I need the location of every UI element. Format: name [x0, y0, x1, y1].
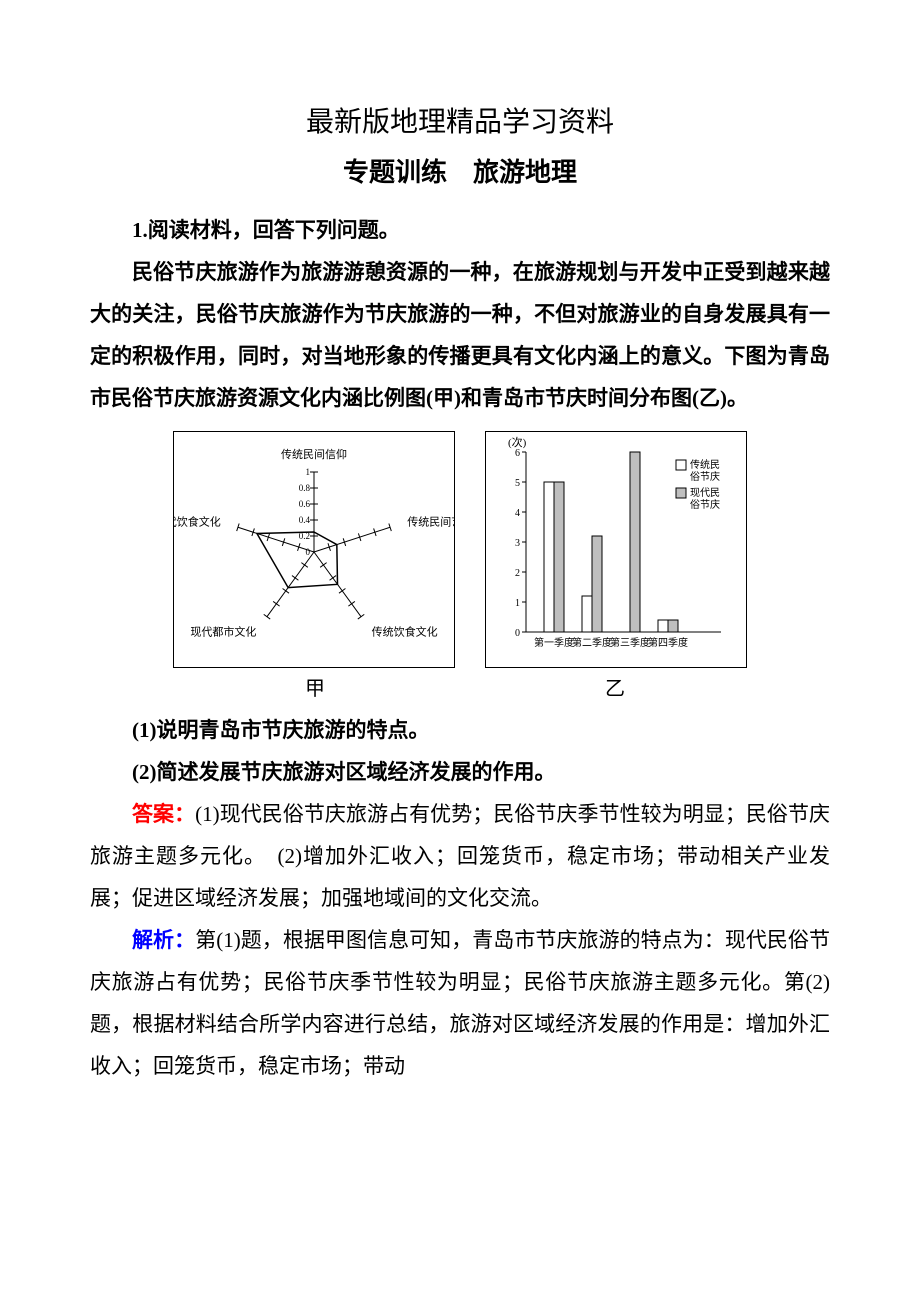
svg-text:1: 1 [306, 467, 311, 477]
svg-text:3: 3 [515, 538, 520, 549]
sub-title: 专题训练 旅游地理 [90, 152, 830, 189]
svg-text:俗节庆: 俗节庆 [690, 470, 720, 483]
answer-text: (1)现代民俗节庆旅游占有优势；民俗节庆季节性较为明显；民俗节庆旅游主题多元化。… [90, 802, 830, 910]
svg-text:现代饮食文化: 现代饮食文化 [174, 515, 221, 529]
svg-text:传统民间信仰: 传统民间信仰 [281, 447, 347, 461]
sub-question-2: (2)简述发展节庆旅游对区域经济发展的作用。 [90, 751, 830, 793]
svg-text:1: 1 [515, 598, 520, 609]
svg-text:4: 4 [515, 508, 520, 519]
figure-captions: 甲 乙 [90, 672, 830, 701]
svg-text:0: 0 [515, 628, 520, 639]
svg-text:俗节庆: 俗节庆 [690, 498, 720, 511]
caption-left: 甲 [175, 672, 455, 701]
sub-question-1: (1)说明青岛市节庆旅游的特点。 [90, 709, 830, 751]
main-title: 最新版地理精品学习资料 [90, 100, 830, 140]
svg-text:2: 2 [515, 568, 520, 579]
svg-text:传统民间艺术: 传统民间艺术 [407, 516, 454, 529]
svg-text:第四季度: 第四季度 [648, 636, 688, 649]
svg-text:0: 0 [306, 547, 311, 557]
svg-text:0.8: 0.8 [299, 483, 311, 493]
svg-text:0.4: 0.4 [299, 515, 311, 525]
explain-label: 解析： [132, 928, 195, 952]
svg-text:6: 6 [515, 448, 520, 459]
svg-text:第一季度: 第一季度 [534, 636, 574, 649]
svg-text:传统民: 传统民 [690, 458, 720, 471]
answer-label: 答案： [132, 802, 195, 826]
svg-text:(次): (次) [508, 435, 527, 449]
question-material: 民俗节庆旅游作为旅游游憩资源的一种，在旅游规划与开发中正受到越来越大的关注，民俗… [90, 251, 830, 419]
svg-text:第三季度: 第三季度 [610, 636, 650, 649]
explain-para: 解析：第(1)题，根据甲图信息可知，青岛市节庆旅游的特点为：现代民俗节庆旅游占有… [90, 919, 830, 1087]
svg-text:现代民: 现代民 [690, 487, 720, 499]
explain-text: 第(1)题，根据甲图信息可知，青岛市节庆旅游的特点为：现代民俗节庆旅游占有优势；… [90, 928, 830, 1078]
bar-chart: 0123456(次)第一季度第二季度第三季度第四季度传统民俗节庆现代民俗节庆 [485, 431, 747, 668]
radar-chart: 传统民间信仰传统民间艺术传统饮食文化现代都市文化现代饮食文化00.20.40.6… [173, 431, 455, 668]
figure-row: 传统民间信仰传统民间艺术传统饮食文化现代都市文化现代饮食文化00.20.40.6… [90, 431, 830, 668]
answer-para: 答案：(1)现代民俗节庆旅游占有优势；民俗节庆季节性较为明显；民俗节庆旅游主题多… [90, 793, 830, 919]
svg-text:第二季度: 第二季度 [572, 636, 612, 649]
svg-text:现代都市文化: 现代都市文化 [190, 624, 256, 638]
question-prompt: 1.阅读材料，回答下列问题。 [90, 209, 830, 251]
svg-text:5: 5 [515, 478, 520, 489]
svg-text:0.6: 0.6 [299, 499, 311, 509]
svg-text:传统饮食文化: 传统饮食文化 [372, 624, 438, 638]
caption-right: 乙 [485, 672, 745, 701]
